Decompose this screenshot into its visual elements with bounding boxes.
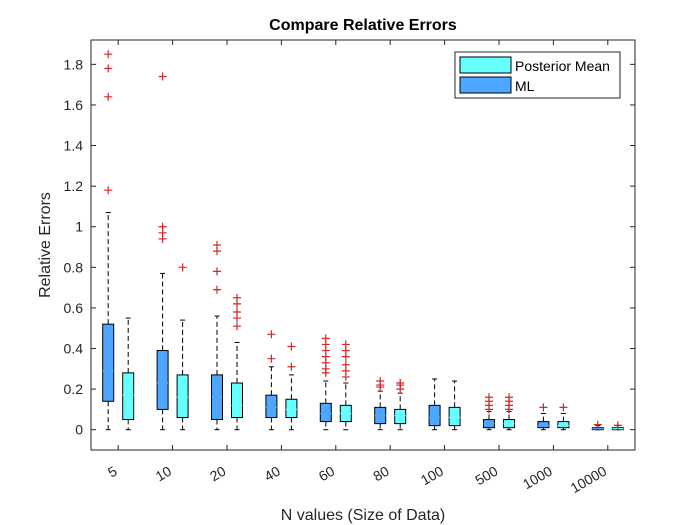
- box-100-ml: [428, 378, 441, 431]
- outlier-point: [104, 50, 113, 59]
- outlier-point: [233, 322, 241, 331]
- outlier-point: [539, 403, 548, 412]
- outlier-point: [593, 420, 602, 429]
- outlier-point: [104, 92, 113, 101]
- outlier-point: [233, 307, 241, 316]
- y-tick-label: 0: [75, 422, 83, 438]
- x-tick-label: 40: [261, 463, 283, 485]
- y-tick-label: 1.8: [64, 56, 84, 72]
- box-40-ml: [265, 330, 278, 431]
- box-1000-posterior-mean: [557, 403, 570, 431]
- chart-title: Compare Relative Errors: [269, 17, 457, 34]
- y-tick-label: 1.2: [64, 178, 84, 194]
- outlier-point: [158, 72, 167, 81]
- legend-swatch-ml: [459, 76, 512, 94]
- outlier-point: [341, 340, 350, 349]
- box-iqr: [231, 382, 243, 419]
- outlier-point: [613, 421, 622, 430]
- legend-swatch-posterior-mean: [459, 56, 512, 74]
- box-500-posterior-mean: [503, 393, 515, 431]
- box-iqr: [122, 372, 135, 421]
- outlier-point: [178, 263, 187, 272]
- legend-label-posterior-mean: Posterior Mean: [515, 58, 610, 74]
- box-5-posterior-mean: [122, 317, 135, 431]
- box-20-posterior-mean: [231, 293, 243, 431]
- box-iqr: [428, 404, 441, 427]
- outlier-point: [559, 403, 568, 412]
- box-iqr: [319, 402, 332, 423]
- box-iqr: [448, 406, 461, 427]
- box-60-ml: [319, 334, 332, 431]
- outlier-point: [213, 285, 221, 294]
- box-iqr: [285, 398, 298, 419]
- outlier-point: [233, 293, 241, 302]
- box-iqr: [102, 323, 115, 402]
- y-tick-label: 0.4: [64, 341, 84, 357]
- box-10-posterior-mean: [176, 263, 189, 431]
- y-axis-ticks: 0 0.2 0.4 0.6 0.8 1 1.2 1.4 1.6 1.8: [64, 56, 635, 438]
- box-iqr: [156, 350, 169, 410]
- box-1000-ml: [537, 403, 550, 431]
- y-tick-label: 0.8: [64, 259, 84, 275]
- box-20-ml: [211, 241, 223, 431]
- outlier-point: [213, 267, 221, 276]
- box-80-ml: [374, 376, 387, 431]
- y-tick-label: 1.6: [64, 97, 84, 113]
- box-100-posterior-mean: [448, 380, 461, 431]
- box-iqr: [394, 408, 407, 425]
- y-tick-label: 0.2: [64, 381, 84, 397]
- outlier-point: [287, 342, 296, 351]
- x-tick-label: 20: [207, 463, 229, 485]
- outlier-point: [287, 362, 296, 371]
- box-80-posterior-mean: [394, 379, 407, 431]
- outlier-point: [321, 334, 330, 343]
- x-axis-label: N values (Size of Data): [281, 507, 446, 524]
- box-iqr: [176, 374, 189, 419]
- box-series: [102, 50, 624, 431]
- x-tick-label: 80: [370, 463, 392, 485]
- box-10-ml: [156, 72, 169, 431]
- outlier-point: [396, 379, 405, 388]
- y-tick-label: 1.4: [64, 138, 84, 154]
- x-tick-label: 10: [153, 463, 175, 485]
- outlier-point: [341, 360, 350, 369]
- outlier-point: [213, 241, 221, 249]
- box-40-posterior-mean: [285, 342, 298, 431]
- legend: Posterior Mean ML: [454, 51, 621, 99]
- plot-area: [91, 40, 635, 450]
- outlier-point: [158, 222, 167, 231]
- box-iqr: [265, 394, 278, 419]
- y-tick-label: 0.6: [64, 300, 84, 316]
- outlier-point: [485, 393, 493, 402]
- box-60-posterior-mean: [339, 340, 352, 431]
- box-500-ml: [483, 393, 495, 431]
- x-tick-label: 60: [316, 463, 338, 485]
- outlier-point: [267, 330, 276, 339]
- box-10000-posterior-mean: [611, 421, 624, 431]
- box-iqr: [557, 421, 570, 429]
- y-tick-label: 1: [75, 219, 83, 235]
- plot-frame: [90, 39, 636, 451]
- outlier-point: [104, 64, 113, 73]
- outlier-point: [104, 186, 113, 195]
- outlier-point: [376, 376, 385, 385]
- legend-label-ml: ML: [515, 78, 535, 94]
- outlier-point: [505, 393, 513, 402]
- y-axis-label: Relative Errors: [37, 192, 54, 298]
- box-iqr: [537, 421, 550, 429]
- box-5-ml: [102, 50, 115, 431]
- outlier-point: [267, 354, 276, 363]
- box-10000-ml: [591, 420, 604, 431]
